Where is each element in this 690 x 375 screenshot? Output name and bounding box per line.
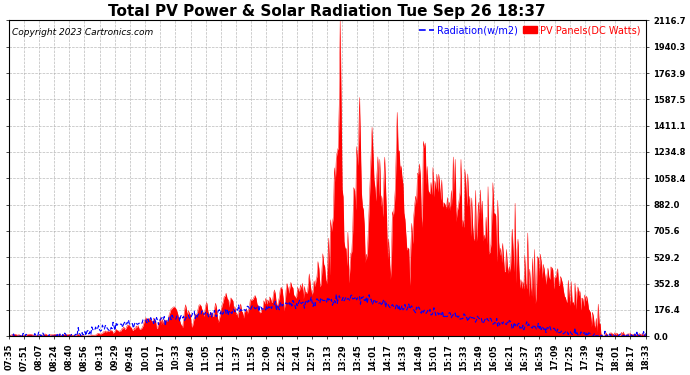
- Title: Total PV Power & Solar Radiation Tue Sep 26 18:37: Total PV Power & Solar Radiation Tue Sep…: [108, 4, 546, 19]
- Text: Copyright 2023 Cartronics.com: Copyright 2023 Cartronics.com: [12, 28, 153, 37]
- Legend: Radiation(w/m2), PV Panels(DC Watts): Radiation(w/m2), PV Panels(DC Watts): [420, 25, 641, 35]
